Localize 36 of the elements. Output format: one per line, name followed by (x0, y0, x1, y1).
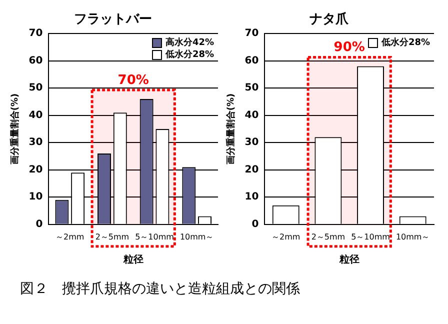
y-tick-label: 40 (244, 110, 259, 121)
x-axis-title: 粒径 (338, 254, 360, 266)
y-tick-label: 60 (28, 55, 43, 66)
caption: 図２ 攪拌爪規格の違いと造粒組成との関係 (20, 280, 301, 298)
y-tick-label: 60 (244, 55, 259, 66)
x-axis-title: 粒径 (122, 254, 144, 266)
x-tick-label: 10mm～ (396, 232, 430, 242)
x-tick-label: 10mm～ (180, 232, 214, 242)
y-tick-label: 70 (244, 28, 259, 40)
chart-title: ナタ爪 (310, 11, 350, 28)
band-label: 70% (118, 72, 149, 88)
x-tick-label: ～2mm (56, 232, 84, 242)
x-tick-label: 5～10mm (135, 232, 174, 242)
y-tick-label: 50 (244, 82, 259, 94)
y-tick-label: 40 (28, 110, 43, 121)
y-tick-label: 0 (252, 218, 259, 230)
x-tick-label: 2～5mm (311, 232, 346, 242)
y-tick-label: 70 (28, 28, 43, 40)
y-axis-title: 画分重量割合(%) (10, 93, 21, 165)
chart-title: フラットバー (74, 12, 152, 28)
y-tick-label: 0 (36, 218, 43, 230)
band-label: 90% (334, 40, 365, 56)
y-axis-title: 画分重量割合(%) (226, 93, 237, 165)
y-tick-label: 20 (28, 164, 43, 176)
y-tick-label: 50 (28, 82, 43, 94)
legend-label: 高水分42% (165, 36, 214, 49)
y-tick-label: 30 (28, 137, 43, 148)
text: 低水分28% (165, 48, 214, 61)
x-tick-label: 2～5mm (95, 232, 130, 242)
text: 低水分28% (381, 36, 430, 49)
y-tick-label: 10 (28, 192, 43, 203)
y-tick-label: 30 (244, 137, 259, 148)
y-tick-label: 10 (244, 192, 259, 203)
x-tick-label: 5～10mm (351, 232, 390, 242)
x-tick-label: ～2mm (272, 232, 300, 242)
y-tick-label: 20 (244, 164, 259, 176)
